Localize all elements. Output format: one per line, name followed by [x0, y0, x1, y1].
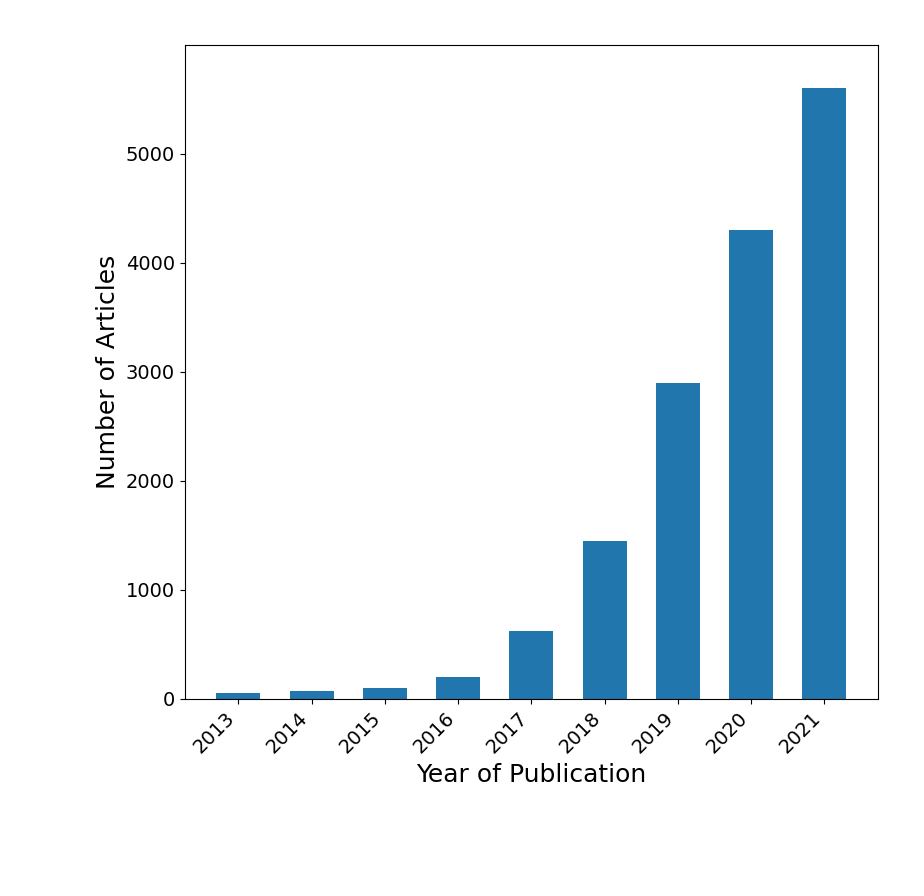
- Bar: [436, 677, 480, 699]
- Bar: [216, 694, 261, 699]
- Bar: [509, 632, 553, 699]
- Bar: [289, 691, 334, 699]
- X-axis label: Year of Publication: Year of Publication: [416, 762, 647, 787]
- Bar: [582, 541, 626, 699]
- Y-axis label: Number of Articles: Number of Articles: [96, 254, 120, 489]
- Bar: [656, 383, 699, 699]
- Bar: [802, 89, 846, 699]
- Bar: [363, 688, 407, 699]
- Bar: [729, 230, 773, 699]
